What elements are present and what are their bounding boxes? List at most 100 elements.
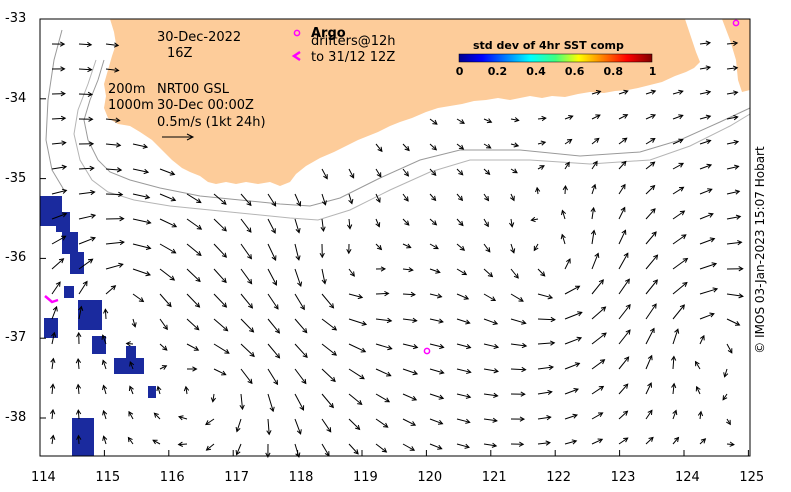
current-arrow [159,268,176,281]
current-arrow [348,343,367,353]
current-arrow [321,393,334,409]
sst-patch [62,232,78,254]
current-arrow [645,138,656,145]
current-arrow [672,281,688,295]
current-arrow [726,65,739,71]
current-arrow [456,443,470,449]
current-arrow [618,410,629,420]
current-arrow [429,368,445,375]
current-arrow [51,235,67,245]
current-arrow [672,162,685,170]
australia-land-east [722,19,750,92]
current-arrow [590,229,597,245]
current-arrow [510,342,528,349]
current-arrow [240,268,253,285]
current-arrow [159,243,177,254]
current-arrow [348,293,364,300]
current-arrow [618,183,626,195]
credit-text: © IMOS 03-Jan-2023 15:07 Hobart [753,146,767,354]
current-arrow [127,436,134,445]
current-arrow [699,89,712,96]
current-arrow [537,140,547,146]
valid-time-label: 30-Dec 00:00Z [157,98,254,113]
current-arrow [294,418,302,435]
current-arrow [213,318,229,332]
current-arrow [645,279,658,295]
current-arrow [186,343,200,351]
current-arrow [186,193,202,204]
current-arrow [294,318,308,334]
current-arrow [483,343,500,349]
current-arrow [321,343,338,356]
y-tick-label: -33 [5,11,27,26]
current-arrow [672,186,685,195]
current-arrow [294,393,305,411]
current-arrow [726,266,744,272]
current-arrow [429,343,445,350]
current-arrow [159,168,176,176]
colorbar-tick-label: 0.4 [526,65,546,78]
current-arrow [50,434,56,445]
current-arrow [645,303,657,320]
sst-patch [78,300,102,330]
current-arrow [186,318,200,331]
current-arrow [128,385,134,395]
current-arrow [320,218,326,233]
current-arrow [294,193,302,207]
x-tick-label: 123 [610,470,636,485]
sst-patch [56,212,70,232]
current-arrow [402,168,410,177]
current-arrow [105,142,122,148]
current-arrow [125,341,134,347]
current-arrow [722,393,728,401]
current-arrow [402,143,410,152]
current-arrow [51,258,65,270]
current-arrow [672,89,684,95]
y-tick-label: -35 [5,170,27,186]
current-arrow [456,343,472,350]
current-arrow [294,343,308,359]
current-arrow [699,438,707,445]
current-arrow [726,293,744,299]
current-arrow [78,116,94,122]
current-arrow [509,218,515,228]
current-arrow [726,189,741,195]
drifters-legend-mark [291,50,301,62]
sst-patch [92,336,106,354]
x-tick-label: 120 [417,470,443,485]
current-arrow [321,193,327,206]
argo-float-marker [423,347,431,355]
current-arrow [132,293,145,303]
current-arrow [456,193,464,202]
current-arrow [483,243,491,253]
current-arrow [267,393,275,413]
tick-marks [39,18,749,456]
current-arrow [51,188,68,195]
current-arrow [156,385,162,395]
current-arrow [483,268,494,278]
x-tick-label: 124 [675,470,700,485]
current-arrow [267,218,276,234]
contour-200m [83,59,751,207]
current-arrow [645,436,654,445]
current-arrow [159,293,172,308]
current-arrow [101,334,107,345]
current-arrow [375,243,383,251]
current-arrow [294,218,301,234]
current-arrow [267,318,281,334]
current-arrow [562,184,568,195]
scale-label: 0.5m/s (1kt 24h) [157,115,266,130]
current-arrow [319,243,325,259]
current-arrow [645,231,657,245]
current-arrow [348,268,355,277]
current-arrow [726,164,740,170]
current-arrow [510,243,516,254]
current-arrow [672,138,684,145]
x-tick-label: 118 [288,470,314,485]
current-arrow [537,268,546,277]
current-arrow [78,141,95,147]
colorbar-title: std dev of 4hr SST comp [473,39,624,52]
current-arrow [51,331,57,345]
current-arrow [537,340,556,346]
current-arrow [159,218,178,228]
